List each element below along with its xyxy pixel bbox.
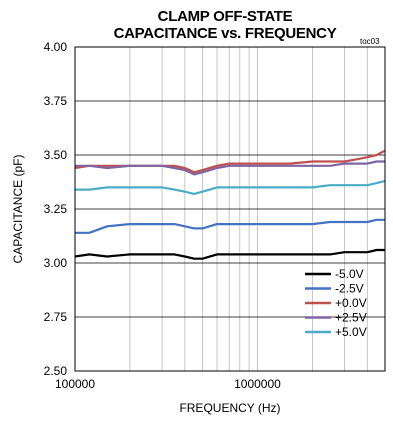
y-tick-labels: 2.50 2.75 3.00 3.25 3.50 3.75 4.00 <box>44 40 68 378</box>
x-axis-label: FREQUENCY (Hz) <box>179 401 280 415</box>
legend-label: +0.0V <box>335 296 367 310</box>
y-tick-label: 2.50 <box>44 364 68 378</box>
legend: -5.0V-2.5V+0.0V+2.5V+5.0V <box>305 267 367 339</box>
y-tick-label: 3.00 <box>44 256 68 270</box>
series-lines <box>74 149 386 260</box>
chart-title-line2: CAPACITANCE vs. FREQUENCY <box>113 25 337 42</box>
series-line <box>74 248 385 260</box>
legend-label: +2.5V <box>335 311 367 325</box>
series-line <box>75 179 386 195</box>
y-tick-label: 3.50 <box>44 148 68 162</box>
series-line <box>75 160 385 176</box>
series-line <box>74 149 386 174</box>
y-tick-label: 4.00 <box>44 40 68 54</box>
y-axis-label: CAPACITANCE (pF) <box>11 155 25 264</box>
series-line <box>75 218 385 234</box>
y-tick-label: 3.25 <box>44 202 68 216</box>
x-tick-label: 1000000 <box>234 377 281 391</box>
plot-frame <box>74 46 386 372</box>
figure-tag: toc03 <box>360 37 380 46</box>
legend-label: +5.0V <box>335 325 367 339</box>
y-tick-label: 3.75 <box>44 94 68 108</box>
y-tick-label: 2.75 <box>44 310 68 324</box>
legend-label: -2.5V <box>335 282 364 296</box>
legend-label: -5.0V <box>335 267 364 281</box>
x-tick-label: 100000 <box>55 377 95 391</box>
chart-title-line1: CLAMP OFF-STATE <box>157 8 293 25</box>
x-tick-labels: 100000 1000000 <box>55 377 281 391</box>
